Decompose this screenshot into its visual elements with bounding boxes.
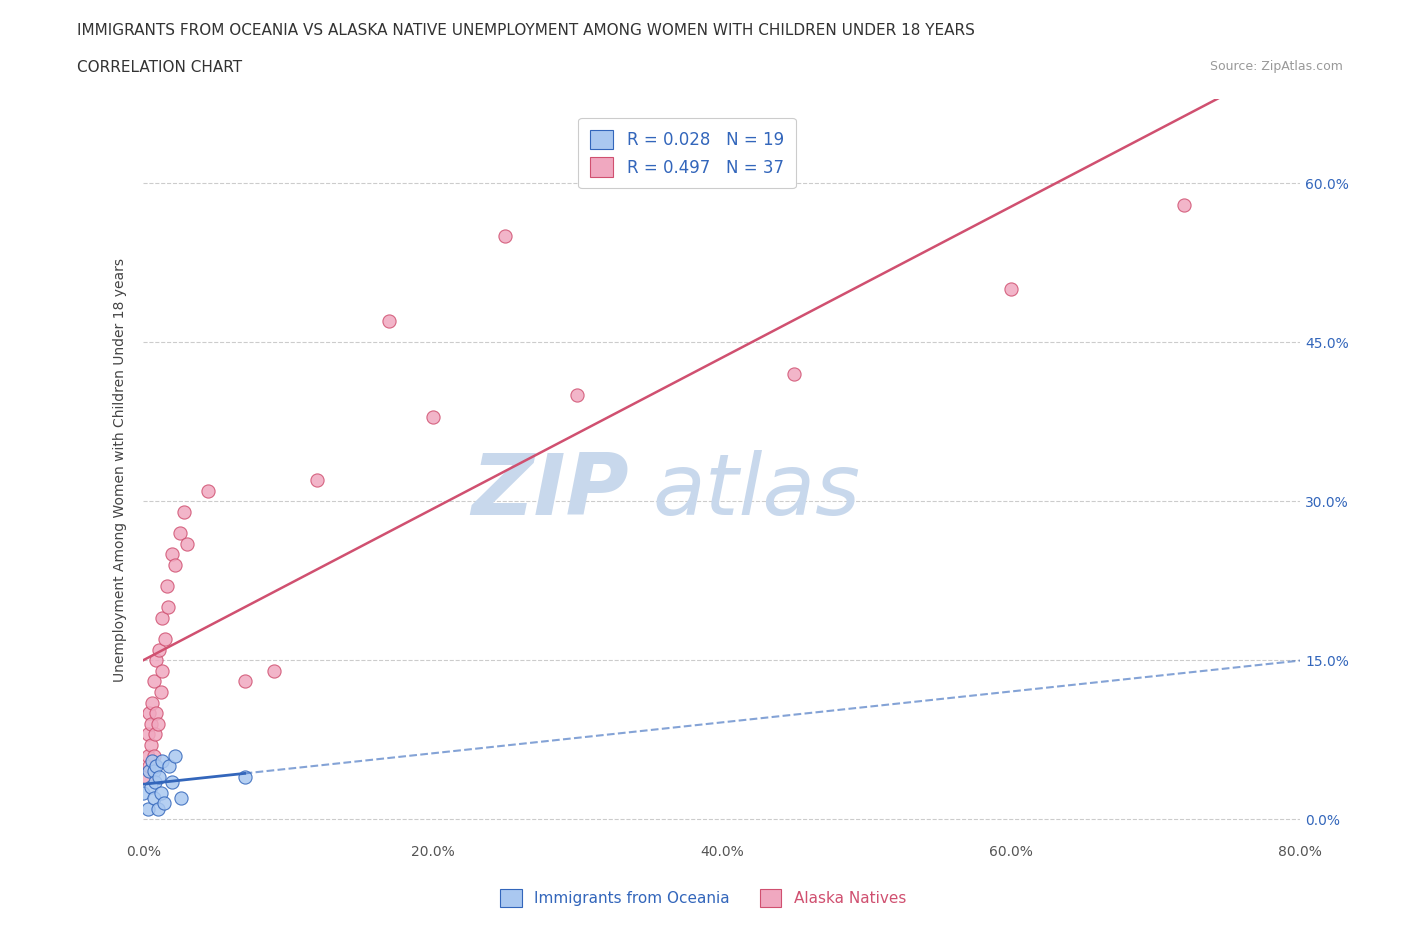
Text: CORRELATION CHART: CORRELATION CHART — [77, 60, 242, 75]
Point — [494, 229, 516, 244]
Point — [132, 785, 155, 800]
Point — [139, 737, 162, 752]
Point — [146, 716, 169, 731]
Point — [378, 313, 401, 328]
Point — [141, 753, 163, 768]
Point — [142, 790, 165, 805]
Point — [141, 695, 163, 710]
Point — [138, 764, 160, 779]
Y-axis label: Unemployment Among Women with Children Under 18 years: Unemployment Among Women with Children U… — [114, 258, 128, 682]
Point — [305, 472, 328, 487]
Text: ZIP: ZIP — [471, 450, 630, 533]
Point — [263, 663, 285, 678]
Point — [150, 753, 173, 768]
Point — [148, 643, 170, 658]
Point — [165, 748, 187, 763]
Text: IMMIGRANTS FROM OCEANIA VS ALASKA NATIVE UNEMPLOYMENT AMONG WOMEN WITH CHILDREN : IMMIGRANTS FROM OCEANIA VS ALASKA NATIVE… — [77, 23, 976, 38]
Text: atlas: atlas — [652, 450, 860, 533]
Point — [142, 674, 165, 689]
Point — [197, 484, 219, 498]
Point — [1000, 282, 1022, 297]
Point — [145, 759, 167, 774]
Point — [157, 759, 180, 774]
Legend: Immigrants from Oceania, Alaska Natives: Immigrants from Oceania, Alaska Natives — [494, 884, 912, 913]
Point — [165, 557, 187, 572]
Point — [146, 801, 169, 816]
Point — [152, 796, 174, 811]
Point — [156, 600, 179, 615]
Point — [565, 388, 588, 403]
Point — [143, 775, 166, 790]
Point — [173, 504, 195, 519]
Point — [143, 727, 166, 742]
Point — [138, 706, 160, 721]
Point — [169, 525, 191, 540]
Point — [142, 764, 165, 779]
Point — [153, 631, 176, 646]
Point — [145, 706, 167, 721]
Point — [142, 748, 165, 763]
Point — [136, 727, 159, 742]
Point — [139, 780, 162, 795]
Point — [149, 785, 172, 800]
Point — [136, 748, 159, 763]
Point — [136, 801, 159, 816]
Point — [233, 674, 256, 689]
Point — [176, 537, 198, 551]
Text: Source: ZipAtlas.com: Source: ZipAtlas.com — [1209, 60, 1343, 73]
Point — [1173, 197, 1195, 212]
Point — [170, 790, 193, 805]
Point — [139, 716, 162, 731]
Point — [135, 769, 157, 784]
Point — [162, 547, 184, 562]
Point — [138, 759, 160, 774]
Point — [155, 578, 177, 593]
Point — [233, 769, 256, 784]
Point — [148, 769, 170, 784]
Point — [162, 775, 184, 790]
Point — [150, 610, 173, 625]
Point — [145, 653, 167, 668]
Point — [150, 663, 173, 678]
Point — [149, 684, 172, 699]
Point — [783, 366, 806, 381]
Point — [422, 409, 444, 424]
Legend: R = 0.028   N = 19, R = 0.497   N = 37: R = 0.028 N = 19, R = 0.497 N = 37 — [578, 118, 796, 188]
